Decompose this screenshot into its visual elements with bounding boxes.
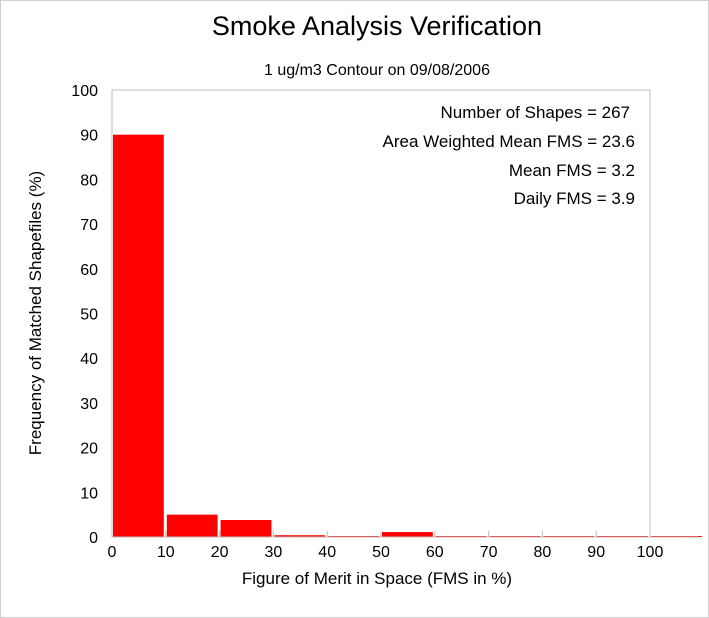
bars-group <box>113 134 702 537</box>
x-tick-label: 80 <box>534 544 552 561</box>
x-tick-label: 60 <box>426 544 444 561</box>
y-tick-label: 60 <box>80 262 98 279</box>
bar-30-40 <box>274 535 326 537</box>
x-tick-label: 100 <box>637 544 664 561</box>
stat-mean-fms: Mean FMS = 3.2 <box>509 161 635 180</box>
x-tick-label: 50 <box>372 544 390 561</box>
y-tick-label: 100 <box>71 83 98 100</box>
x-tick-label: 0 <box>108 544 117 561</box>
x-tick-label: 20 <box>211 544 229 561</box>
y-tick-label: 90 <box>80 128 98 145</box>
x-tick-label: 30 <box>265 544 283 561</box>
x-tick-label: 70 <box>480 544 498 561</box>
bar-10-20 <box>166 514 218 537</box>
x-tick-label: 90 <box>587 544 605 561</box>
stat-daily-fms: Daily FMS = 3.9 <box>514 189 635 208</box>
stat-area-weighted-mean-fms: Area Weighted Mean FMS = 23.6 <box>383 132 635 151</box>
stats-annotations: Number of Shapes = 267 Area Weighted Mea… <box>383 103 635 208</box>
y-ticks-group: 0 10 20 30 40 50 60 70 80 90 100 <box>71 83 98 547</box>
y-tick-label: 70 <box>80 217 98 234</box>
y-tick-label: 0 <box>89 530 98 547</box>
plot-area <box>111 89 651 538</box>
x-tick-label: 10 <box>157 544 175 561</box>
y-tick-label: 30 <box>80 396 98 413</box>
y-axis-label: Frequency of Matched Shapefiles (%) <box>26 171 45 455</box>
bar-50-60 <box>382 532 433 537</box>
y-tick-label: 10 <box>80 485 98 502</box>
stat-number-of-shapes: Number of Shapes = 267 <box>441 103 630 122</box>
y-tick-label: 40 <box>80 351 98 368</box>
chart-title: Smoke Analysis Verification <box>212 11 542 41</box>
y-tick-label: 20 <box>80 441 98 458</box>
bar-0-10 <box>113 134 164 537</box>
x-ticks-group: 0 10 20 30 40 50 60 70 80 90 100 <box>108 531 664 561</box>
x-axis-label: Figure of Merit in Space (FMS in %) <box>242 569 512 588</box>
y-tick-label: 80 <box>80 172 98 189</box>
y-tick-label: 50 <box>80 307 98 324</box>
bar-20-30 <box>220 520 272 537</box>
chart-subtitle: 1 ug/m3 Contour on 09/08/2006 <box>264 62 490 79</box>
x-tick-label: 40 <box>318 544 336 561</box>
